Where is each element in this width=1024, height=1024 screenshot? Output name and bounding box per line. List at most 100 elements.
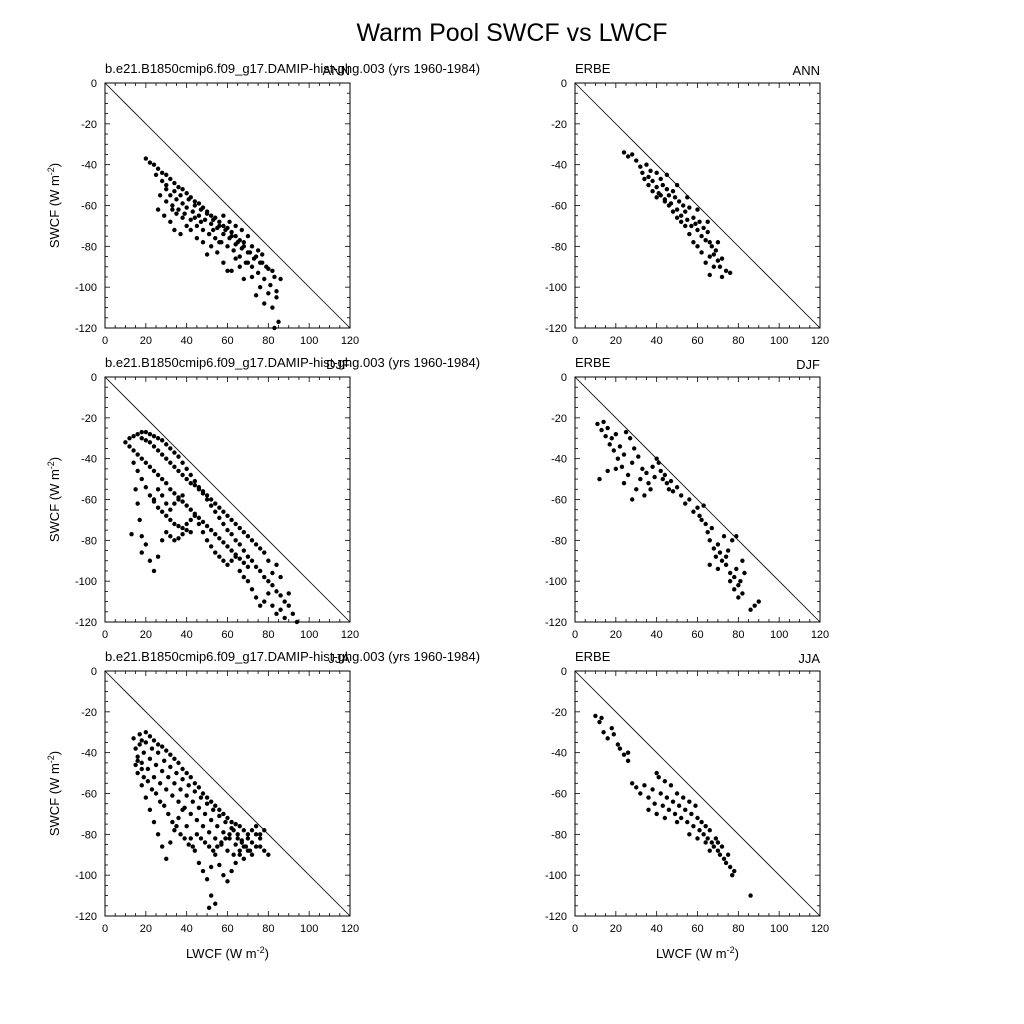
data-point	[644, 470, 649, 476]
data-point	[253, 564, 259, 570]
data-point	[155, 448, 161, 453]
data-point	[162, 758, 167, 764]
data-point	[180, 215, 185, 220]
data-point	[235, 836, 240, 841]
x-tick-label: 20	[610, 629, 622, 641]
data-point	[206, 231, 212, 237]
data-point	[178, 231, 183, 237]
data-point	[139, 766, 144, 772]
data-point	[194, 223, 200, 229]
scatter-points	[131, 730, 271, 911]
data-point	[204, 252, 210, 257]
data-point	[211, 217, 216, 222]
data-point	[155, 472, 161, 478]
data-point	[627, 436, 633, 441]
data-point	[703, 823, 708, 829]
data-point	[233, 860, 238, 866]
data-point	[127, 444, 132, 449]
data-point	[176, 184, 181, 190]
data-point	[208, 799, 214, 804]
data-point	[621, 480, 627, 486]
data-point	[202, 840, 208, 845]
data-point	[237, 556, 242, 561]
data-point	[208, 213, 214, 218]
x-tick-label: 0	[102, 923, 108, 935]
data-point	[734, 534, 739, 539]
data-point	[245, 233, 251, 239]
data-point	[274, 611, 279, 617]
data-point	[687, 497, 692, 502]
data-point	[249, 587, 255, 592]
data-point	[243, 844, 249, 849]
data-point	[227, 219, 232, 225]
data-point	[257, 836, 263, 841]
data-point	[707, 272, 712, 278]
data-point	[253, 542, 259, 547]
data-point	[176, 207, 181, 212]
y-axis-label: SWCF (W m-2)	[46, 751, 62, 836]
data-point	[208, 497, 214, 502]
x-tick-label: 80	[732, 923, 744, 935]
data-point	[194, 235, 200, 241]
data-point	[217, 807, 222, 813]
data-point	[180, 493, 185, 498]
y-tick-label: 0	[561, 666, 567, 678]
data-point	[176, 799, 181, 804]
data-point	[634, 158, 639, 163]
x-tick-label: 100	[300, 335, 318, 347]
data-point	[705, 836, 710, 841]
data-point	[131, 460, 136, 465]
scatter-points	[143, 156, 283, 331]
y-tick-label: 0	[91, 666, 97, 678]
data-point	[208, 221, 214, 227]
data-point	[249, 558, 255, 563]
data-point	[255, 270, 261, 276]
data-point	[685, 819, 690, 825]
data-point	[260, 252, 265, 257]
data-point	[707, 538, 712, 543]
x-tick-label: 0	[572, 629, 578, 641]
data-point	[196, 805, 202, 810]
data-point	[164, 748, 169, 753]
data-point	[294, 619, 300, 625]
y-tick-label: -80	[81, 535, 97, 547]
data-point	[151, 497, 157, 502]
data-point	[666, 203, 672, 208]
data-point	[196, 487, 202, 492]
data-point	[204, 523, 210, 529]
data-point	[666, 487, 672, 492]
data-point	[143, 542, 149, 547]
x-tick-label: 120	[341, 923, 359, 935]
data-point	[599, 427, 604, 433]
data-point	[611, 448, 616, 453]
data-point	[151, 444, 157, 449]
x-tick-label: 60	[221, 629, 233, 641]
data-point	[691, 823, 696, 829]
data-point	[241, 529, 247, 535]
data-point	[257, 603, 263, 608]
data-point	[683, 223, 688, 229]
data-point	[640, 466, 645, 472]
data-point	[170, 203, 175, 208]
data-point	[208, 244, 214, 249]
data-point	[245, 836, 251, 841]
reference-line	[574, 670, 821, 917]
data-point	[168, 534, 173, 539]
data-point	[678, 493, 684, 498]
data-point	[196, 213, 202, 218]
data-point	[215, 823, 220, 829]
data-point	[213, 901, 218, 906]
panel-case-label: b.e21.B1850cmip6.f09_g17.DAMIP-hist-ghg.…	[105, 649, 480, 664]
data-point	[652, 801, 657, 806]
data-point	[241, 240, 247, 245]
x-tick-label: 120	[811, 629, 829, 641]
data-point	[200, 529, 206, 535]
data-point	[607, 442, 612, 447]
data-point	[642, 783, 647, 788]
reference-line	[574, 376, 821, 623]
data-point	[217, 505, 222, 510]
data-point	[699, 517, 704, 523]
data-point	[178, 787, 183, 792]
data-point	[168, 176, 173, 182]
y-tick-label: -120	[545, 323, 567, 335]
